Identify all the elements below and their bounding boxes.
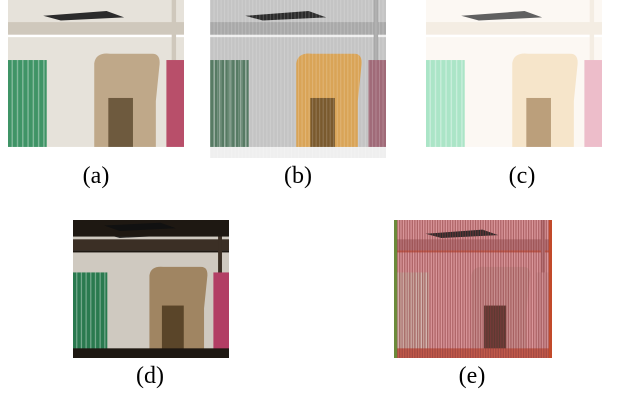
caption-e: (e) [458, 363, 486, 389]
green-binders [73, 272, 108, 352]
bottom-shelf [8, 146, 184, 158]
top-object [245, 11, 327, 21]
document-opening [161, 305, 184, 352]
upper-shelf [426, 22, 602, 35]
red-books [213, 272, 229, 352]
document-opening [310, 97, 335, 151]
upper-shelf [210, 22, 386, 35]
red-books [368, 60, 386, 151]
document-opening [108, 97, 133, 151]
photo-grainy [210, 0, 386, 158]
green-binders [8, 60, 47, 151]
photo-original [8, 0, 184, 158]
upper-shelf-edge [426, 34, 602, 38]
caption-a: (a) [82, 163, 110, 189]
upper-shelf [8, 22, 184, 35]
photo-dark [73, 220, 229, 358]
green-binders [210, 60, 249, 151]
left-edge-band [394, 220, 398, 358]
caption-d: (d) [136, 363, 164, 389]
upper-shelf-edge [8, 34, 184, 38]
upper-shelf-edge [73, 250, 229, 253]
top-object [461, 11, 543, 21]
red-books [584, 60, 602, 151]
right-edge-band [548, 220, 552, 358]
bottom-shelf [426, 146, 602, 158]
bottom-shelf [73, 348, 229, 358]
bottom-shelf [210, 146, 386, 158]
photo-striped [394, 220, 552, 358]
upper-shelf [73, 239, 229, 251]
document-opening [526, 97, 551, 151]
green-binders [426, 60, 465, 151]
caption-c: (c) [508, 163, 536, 189]
upper-shelf-edge [210, 34, 386, 38]
photo-overexposed [426, 0, 602, 158]
caption-b: (b) [284, 163, 312, 189]
top-object [43, 11, 125, 21]
red-books [166, 60, 184, 151]
